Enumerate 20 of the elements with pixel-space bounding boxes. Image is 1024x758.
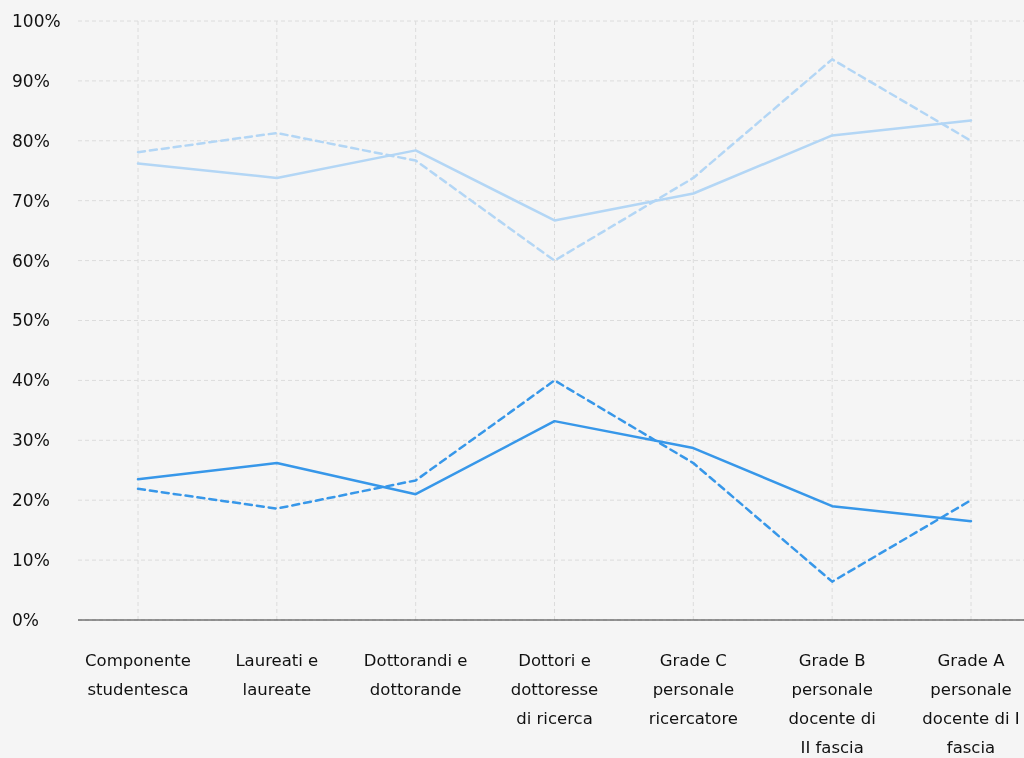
y-tick-label: 20% — [12, 490, 50, 511]
y-tick-label: 40% — [12, 370, 50, 391]
x-tick-label: Laureati e laureate — [235, 651, 319, 699]
x-tick-label: Dottorandi e dottorande — [363, 651, 468, 699]
x-tick-label: Componente studentesca — [85, 651, 191, 699]
y-tick-label: 10% — [12, 550, 50, 571]
y-tick-label: 50% — [12, 310, 50, 331]
y-tick-label: 90% — [12, 70, 50, 91]
y-tick-label: 100% — [12, 10, 61, 31]
x-tick-label: Grade B personale docente di II fascia — [788, 651, 876, 757]
y-tick-label: 80% — [12, 130, 50, 151]
y-tick-label: 30% — [12, 430, 50, 451]
x-tick-label: Dottori e dottoresse di ricerca — [510, 651, 599, 728]
x-tick-label: Grade C personale ricercatore — [648, 651, 739, 728]
line-series — [136, 379, 973, 583]
y-tick-label: 70% — [12, 190, 50, 211]
line-series — [136, 58, 973, 262]
y-tick-label: 0% — [12, 609, 39, 630]
x-tick-label: Grade A personale docente di I fascia — [922, 651, 1020, 757]
y-tick-label: 60% — [12, 250, 50, 271]
